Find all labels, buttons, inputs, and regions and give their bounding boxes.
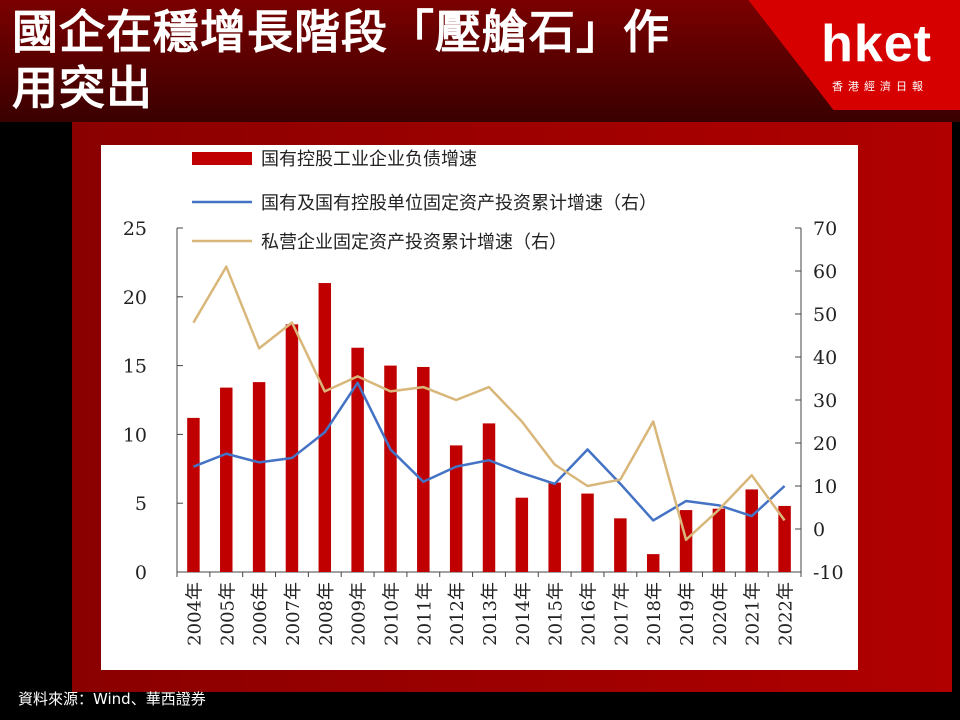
right-tick-label: 0 (813, 519, 825, 541)
bar (482, 423, 496, 572)
x-tick-label: 2020年 (710, 582, 731, 646)
left-tick-label: 10 (123, 424, 147, 446)
right-tick-label: 10 (813, 476, 837, 498)
chart-svg: 0 5 10 15 20 25 -10 0 10 20 30 40 50 60 70 2004年 2005年 20… (123, 149, 844, 646)
x-tick-label: 2015年 (546, 582, 567, 646)
brand-logo-subtitle: 香港經濟日報 (832, 80, 928, 93)
x-tick-label: 2010年 (381, 582, 402, 646)
bar (778, 505, 791, 572)
x-tick-label: 2019年 (677, 582, 698, 646)
bar (187, 417, 200, 572)
x-tick-label: 2007年 (283, 582, 304, 646)
bar (220, 387, 233, 572)
bar (515, 497, 529, 572)
x-tick-label: 2009年 (349, 582, 370, 646)
x-tick-label: 2022年 (776, 582, 797, 646)
bar (449, 445, 463, 572)
bar (745, 489, 758, 572)
bar (712, 508, 726, 572)
bar (548, 482, 561, 572)
source-note: 資料來源：Wind、華西證券 (18, 690, 206, 708)
bar (285, 324, 299, 572)
left-tick-label: 5 (135, 493, 147, 515)
bar (252, 382, 266, 572)
bar (417, 366, 430, 572)
x-tick-label: 2018年 (644, 582, 665, 646)
right-tick-label: 20 (813, 433, 837, 455)
left-tick-label: 25 (123, 218, 147, 240)
bar (384, 365, 397, 572)
right-tick-label: -10 (813, 562, 844, 584)
legend-label: 国有及国有控股单位固定资产投资累计增速（右） (261, 193, 657, 214)
x-tick-label: 2016年 (579, 582, 600, 646)
right-tick-label: 40 (813, 347, 837, 369)
legend-swatch (192, 152, 252, 165)
x-tick-label: 2014年 (513, 582, 534, 646)
x-tick-label: 2013年 (480, 582, 501, 646)
x-tick-label: 2021年 (743, 582, 764, 646)
bar (581, 493, 594, 572)
x-tick-label: 2006年 (250, 582, 271, 646)
x-tick-label: 2011年 (414, 582, 435, 646)
left-tick-label: 0 (135, 562, 147, 584)
legend-label: 国有控股工业企业负债增速 (261, 149, 477, 170)
left-tick-label: 20 (123, 287, 147, 309)
series-line (192, 381, 786, 522)
bar (318, 283, 332, 572)
x-tick-label: 2017年 (611, 582, 632, 646)
right-tick-label: 30 (813, 390, 837, 412)
right-tick-label: 50 (813, 304, 837, 326)
bar (351, 347, 364, 572)
bar (646, 554, 660, 572)
page-title: 國企在穩增長階段「壓艙石」作用突出 (12, 5, 670, 115)
x-tick-label: 2004年 (184, 582, 205, 646)
right-tick-label: 70 (813, 218, 837, 240)
bar (614, 518, 627, 572)
chart-container: 0 5 10 15 20 25 -10 0 10 20 30 40 50 60 70 2004年 2005年 20… (101, 145, 858, 670)
brand-logo: hket (821, 15, 932, 73)
left-tick-label: 15 (123, 356, 147, 378)
series-line (192, 265, 786, 541)
legend-label: 私营企业固定资产投资累计增速（右） (261, 232, 567, 253)
x-tick-label: 2008年 (316, 582, 337, 646)
x-tick-label: 2005年 (217, 582, 238, 646)
right-tick-label: 60 (813, 261, 837, 283)
x-tick-label: 2012年 (447, 582, 468, 646)
